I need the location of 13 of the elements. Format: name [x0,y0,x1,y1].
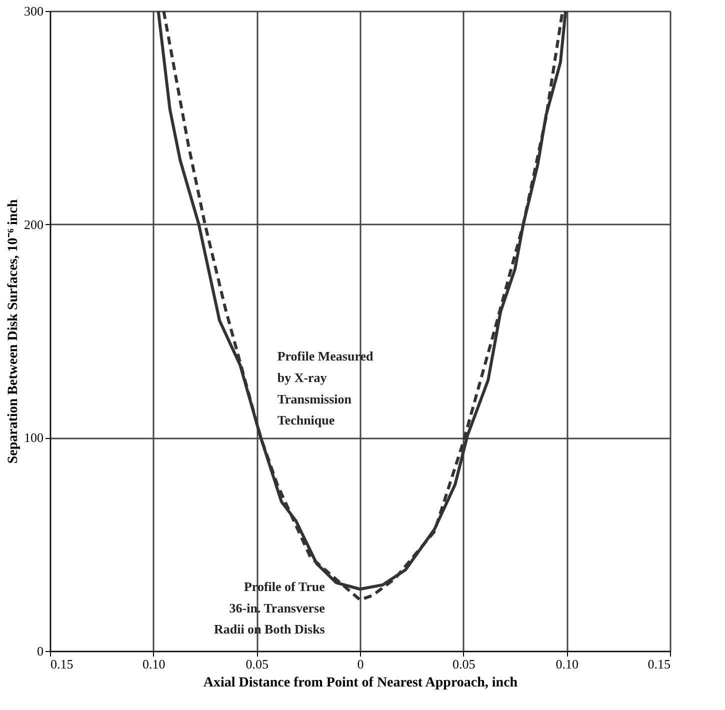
x-tick-label: 0 [357,656,364,672]
y-tick-label: 100 [24,430,44,446]
x-tick-label: 0.15 [648,656,670,672]
y-axis-title: Separation Between Disk Surfaces, 10⁻⁶ inch [6,199,21,464]
x-tick-label: 0.10 [556,656,579,672]
x-axis-title: Axial Distance from Point of Nearest Approach, inch [203,676,518,690]
y-tick-label: 300 [24,4,44,18]
x-tick-label: 0.05 [452,656,476,672]
y-tick-label: 200 [24,216,44,232]
y-tick-label: 0 [37,644,44,658]
x-tick-label: 0.05 [246,656,269,672]
x-tick-label: 0.15 [50,656,74,672]
x-tick-label: 0.10 [142,656,166,672]
